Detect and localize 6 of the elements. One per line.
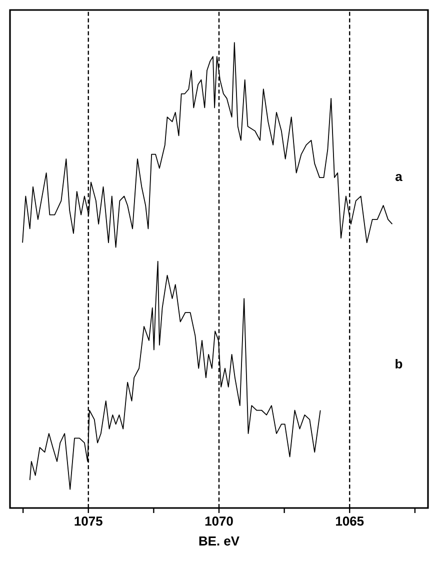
text: a xyxy=(396,174,402,182)
x-tick-label: 1070 xyxy=(205,516,233,526)
x-axis-title: BE. eV xyxy=(199,536,240,546)
x-tick-label: 1065 xyxy=(336,516,364,526)
x-tick-label: 1075 xyxy=(74,516,102,526)
text: b xyxy=(396,358,402,368)
